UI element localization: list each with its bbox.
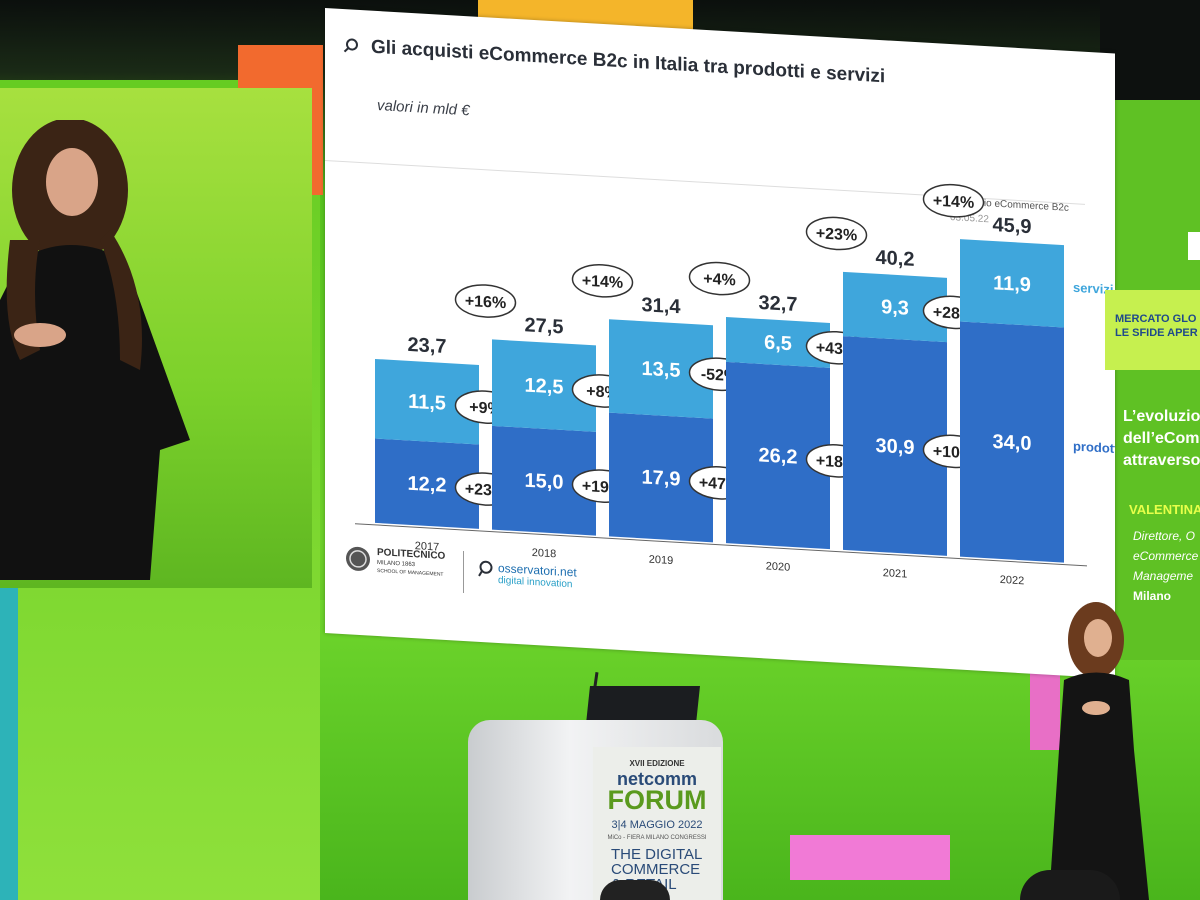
- x-tick-2017: 2017: [415, 540, 439, 553]
- growth-total-label-2021: +14%: [933, 193, 974, 212]
- x-tick-2020: 2020: [766, 560, 790, 573]
- stage-panel-right: [1100, 100, 1200, 660]
- x-tick-2022: 2022: [1000, 574, 1024, 587]
- magnifier-icon: [343, 38, 358, 53]
- growth-total-bubble-2018: [571, 263, 634, 298]
- label-total-2021: 40,2: [876, 247, 915, 271]
- right-info-panel: MERCATO GLO LE SFIDE APER L’evoluzio del…: [1105, 290, 1200, 610]
- speaker-role-line-4: Milano: [1133, 589, 1171, 603]
- bar-prodotti-2017: [375, 438, 479, 529]
- stage-color-block-teal: [0, 570, 18, 900]
- bar-servizi-2020: [726, 316, 830, 368]
- podium-event: FORUM: [607, 785, 707, 815]
- label-prodotti-2020: 26,2: [759, 444, 798, 468]
- speaker-name: VALENTINA: [1129, 502, 1200, 517]
- growth-total-bubble-2020: [805, 216, 868, 251]
- footer-separator: [463, 550, 464, 594]
- bar-prodotti-2022: [960, 321, 1064, 563]
- x-axis-line: [355, 523, 1087, 567]
- label-prodotti-2017: 12,2: [408, 473, 447, 497]
- talk-heading-line-3: attraverso: [1123, 452, 1200, 469]
- bar-prodotti-2019: [609, 412, 713, 543]
- speaker-role-line-3: Manageme: [1133, 569, 1194, 583]
- presenter-figure: [1049, 602, 1149, 900]
- x-tick-2021: 2021: [883, 567, 907, 580]
- podium-tagline-line-2: COMMERCE: [611, 861, 701, 878]
- bar-servizi-2019: [609, 319, 713, 419]
- presentation-slide: Gli acquisti eCommerce B2c in Italia tra…: [325, 8, 1115, 679]
- growth-total-label-2019: +4%: [703, 271, 735, 290]
- osservatori-logo-icon: [478, 560, 493, 577]
- laptop: [586, 686, 700, 724]
- growth-total-label-2017: +16%: [465, 293, 506, 312]
- label-servizi-2020: 6,5: [764, 332, 792, 356]
- bar-prodotti-2018: [492, 425, 596, 536]
- talk-heading-line-1: L’evoluzio: [1123, 408, 1200, 425]
- session-line-2: LE SFIDE APER: [1115, 327, 1198, 339]
- bar-servizi-2018: [492, 339, 596, 432]
- talk-heading: L’evoluzio dell’eCom attraverso: [1123, 406, 1200, 472]
- legend-servizi: servizi: [1073, 280, 1113, 297]
- label-servizi-2017: 11,5: [408, 391, 446, 415]
- right-screen-edge: [1188, 232, 1200, 260]
- label-servizi-2018: 12,5: [525, 375, 564, 399]
- label-servizi-2022: 11,9: [993, 272, 1031, 296]
- growth-total-label-2020: +23%: [816, 225, 857, 244]
- growth-total-bubble-2017: [454, 284, 517, 318]
- stage-color-block-pink: [790, 835, 950, 880]
- session-line-1: MERCATO GLO: [1115, 313, 1197, 325]
- bar-servizi-2022: [960, 239, 1064, 328]
- label-prodotti-2019: 17,9: [642, 466, 681, 490]
- label-total-2022: 45,9: [993, 214, 1032, 238]
- label-total-2018: 27,5: [525, 314, 564, 338]
- legend-prodotti: prodotti: [1073, 439, 1115, 457]
- podium-sign: XVII EDIZIONE netcomm FORUM 3|4 MAGGIO 2…: [593, 747, 721, 900]
- podium-brand: netcomm: [616, 769, 697, 789]
- bar-prodotti-2021: [843, 336, 947, 556]
- politecnico-seal-icon: [346, 546, 370, 571]
- growth-total-bubble-2021: [922, 183, 985, 218]
- bar-servizi-2021: [843, 271, 947, 343]
- podium-location: MiCo - FIERA MILANO CONGRESSI: [607, 835, 707, 841]
- label-prodotti-2018: 15,0: [525, 470, 564, 494]
- label-prodotti-2021: 30,9: [876, 435, 915, 459]
- label-total-2017: 23,7: [408, 334, 447, 358]
- label-servizi-2019: 13,5: [642, 358, 681, 382]
- speaker-role: Direttore, O eCommerce Manageme Milano: [1133, 526, 1198, 606]
- bar-servizi-2017: [375, 358, 479, 445]
- speaker-role-line-1: Direttore, O: [1133, 529, 1196, 543]
- growth-total-bubble-2019: [688, 261, 751, 296]
- x-tick-2019: 2019: [649, 554, 673, 567]
- talk-heading-line-2: dell’eCom: [1123, 430, 1200, 447]
- session-box: [1105, 290, 1200, 370]
- growth-total-label-2018: +14%: [582, 273, 623, 292]
- speaker-figure: [0, 120, 190, 580]
- label-servizi-2021: 9,3: [881, 296, 909, 320]
- label-total-2020: 32,7: [759, 292, 798, 316]
- label-prodotti-2022: 34,0: [993, 431, 1032, 455]
- session-box-text: MERCATO GLO LE SFIDE APER: [1115, 312, 1198, 340]
- speaker-role-line-2: eCommerce: [1133, 549, 1199, 563]
- podium-date: 3|4 MAGGIO 2022: [611, 819, 703, 831]
- label-total-2019: 31,4: [642, 294, 682, 318]
- audience-head: [1020, 870, 1120, 900]
- podium-edition: XVII EDIZIONE: [629, 759, 685, 768]
- audience-head-2: [600, 880, 670, 900]
- x-tick-2018: 2018: [532, 547, 556, 560]
- bar-prodotti-2020: [726, 361, 830, 550]
- podium-tagline-line-1: THE DIGITAL: [611, 846, 703, 863]
